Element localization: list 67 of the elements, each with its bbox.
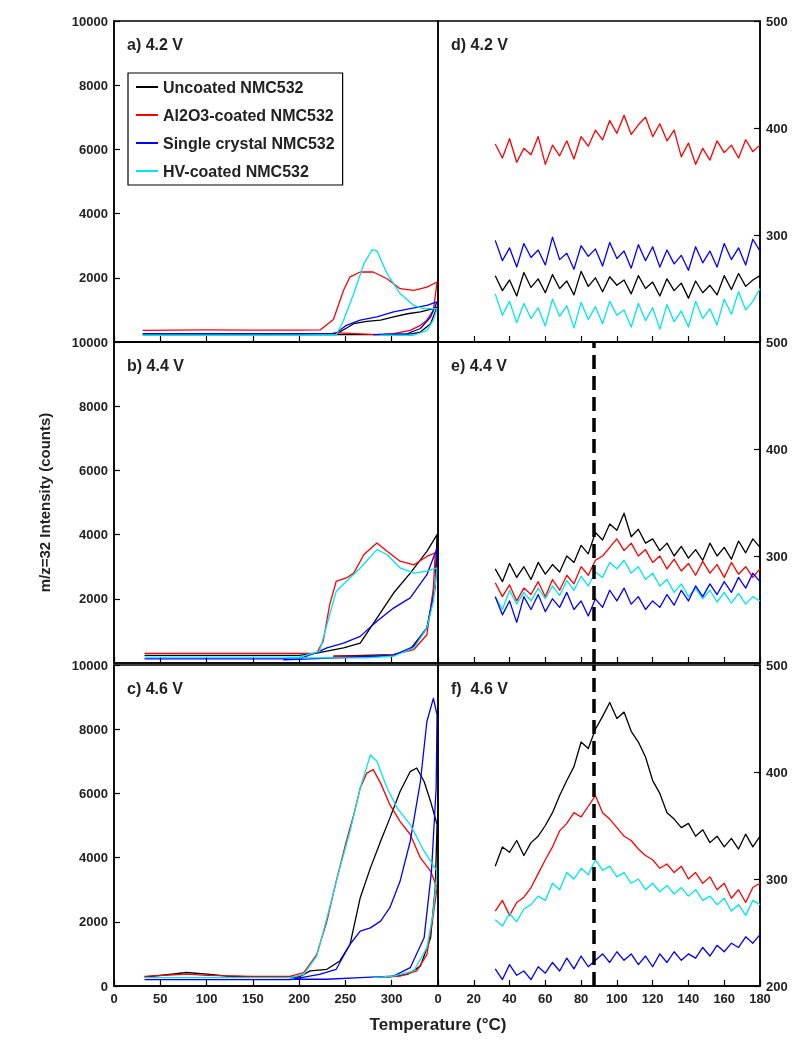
- line-series: [494, 794, 761, 917]
- line-series: [142, 248, 438, 336]
- y-tick-label: 8000: [79, 398, 108, 414]
- y-tick-label: 300: [766, 871, 788, 887]
- y-tick-label: 6000: [79, 141, 108, 157]
- y-tick-label: 6000: [79, 785, 108, 801]
- y-tick-label: 500: [766, 334, 788, 350]
- text: a) 4.2 V: [127, 35, 184, 53]
- x-tick-label: 160: [713, 991, 736, 1006]
- y-tick-label: 0: [100, 978, 108, 994]
- y-tick-label: 4000: [79, 527, 108, 543]
- x-tick-label: 40: [502, 991, 517, 1006]
- y-tick-label: 8000: [79, 721, 108, 737]
- legend-label: Single crystal NMC532: [163, 134, 335, 152]
- y-axis-title: m/z=32 Intensity (counts): [36, 412, 53, 593]
- y-tick-label: 400: [766, 764, 788, 780]
- y-tick-label: 6000: [79, 462, 108, 478]
- y-tick-label: 500: [766, 13, 788, 29]
- text: c) 4.6 V: [127, 679, 184, 697]
- line-series: [142, 271, 438, 336]
- x-tick-label: 50: [153, 991, 168, 1006]
- line-series: [494, 114, 761, 166]
- x-tick-label: 80: [573, 991, 589, 1006]
- line-series: [494, 859, 761, 927]
- line-series: [494, 933, 761, 981]
- x-tick-label: 0: [434, 991, 442, 1006]
- y-tick-label: 200: [766, 978, 788, 994]
- line-series: [494, 572, 761, 623]
- line-series: [143, 697, 438, 981]
- legend-label: HV-coated NMC532: [163, 162, 309, 180]
- x-tick-label: 0: [110, 991, 118, 1006]
- y-tick-label: 500: [766, 657, 788, 673]
- legend-label: Uncoated NMC532: [163, 78, 304, 96]
- y-tick-label: 400: [766, 441, 788, 457]
- y-tick-label: 300: [766, 227, 788, 243]
- legend-label: Al2O3-coated NMC532: [163, 106, 334, 124]
- y-tick-label: 400: [766, 120, 788, 136]
- text: e) 4.4 V: [451, 356, 508, 374]
- y-tick-label: 4000: [79, 850, 108, 866]
- text: b) 4.4 V: [127, 356, 185, 374]
- y-tick-label: 2000: [79, 914, 108, 930]
- x-tick-label: 100: [606, 991, 628, 1006]
- text: f) 4.6 V: [451, 679, 509, 697]
- y-tick-label: 300: [766, 548, 788, 564]
- line-series: [494, 236, 761, 271]
- line-series: [494, 538, 761, 602]
- x-tick-label: 140: [677, 991, 700, 1006]
- x-tick-label: 60: [538, 991, 553, 1006]
- x-tick-label: 120: [641, 991, 664, 1006]
- y-tick-label: 4000: [79, 206, 108, 222]
- y-tick-label: 10000: [71, 334, 108, 350]
- x-tick-label: 250: [334, 991, 357, 1006]
- line-series: [494, 559, 761, 611]
- y-tick-label: 2000: [79, 591, 108, 607]
- x-tick-label: 100: [195, 991, 218, 1006]
- line-series: [494, 287, 761, 330]
- x-tick-label: 200: [288, 991, 310, 1006]
- x-tick-label: 150: [242, 991, 264, 1006]
- y-tick-label: 8000: [79, 77, 108, 93]
- x-tick-label: 20: [466, 991, 482, 1006]
- x-tick-label: 300: [380, 991, 403, 1006]
- y-tick-label: 2000: [79, 270, 108, 286]
- y-tick-label: 10000: [71, 13, 108, 29]
- x-tick-label: 180: [749, 991, 771, 1006]
- y-tick-label: 10000: [71, 657, 108, 673]
- x-axis-title: Temperature (°C): [369, 1015, 507, 1034]
- text: d) 4.2 V: [451, 35, 509, 53]
